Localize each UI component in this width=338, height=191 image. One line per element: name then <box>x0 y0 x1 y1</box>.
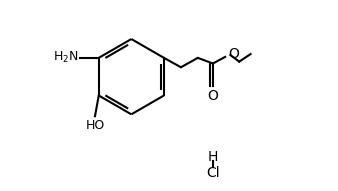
Text: O: O <box>228 47 239 61</box>
Text: H$_2$N: H$_2$N <box>53 50 79 65</box>
Text: O: O <box>208 89 218 103</box>
Text: Cl: Cl <box>207 166 220 180</box>
Text: H: H <box>208 150 218 164</box>
Text: HO: HO <box>86 119 105 132</box>
